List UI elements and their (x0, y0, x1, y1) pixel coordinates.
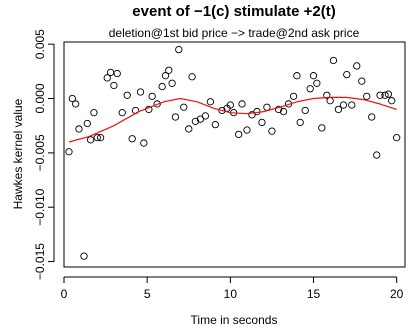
data-point (106, 68, 115, 77)
data-point (318, 124, 326, 132)
smooth-fit-line (68, 96, 397, 143)
data-point (218, 106, 226, 115)
x-tick-label: 5 (144, 287, 151, 301)
y-axis-label: Hawkes kernel value (11, 98, 25, 209)
data-point (86, 136, 95, 144)
data-point (68, 94, 76, 103)
data-point (83, 119, 91, 128)
data-point (274, 105, 283, 114)
data-point (128, 135, 136, 143)
data-point (226, 101, 234, 109)
y-tick-label: −0.015 (33, 243, 47, 280)
y-tick-label: 0.005 (33, 29, 47, 59)
chart-title: event of −1(c) stimulate +2(t) (132, 3, 335, 20)
data-point (384, 90, 393, 98)
data-point (161, 72, 170, 80)
y-tick-label: −0.010 (33, 188, 47, 225)
data-point (196, 115, 205, 123)
data-point (180, 103, 188, 111)
data-point (123, 91, 131, 99)
data-points (65, 45, 401, 260)
data-point (268, 127, 276, 135)
data-point (243, 126, 251, 134)
data-point (363, 92, 371, 100)
data-point (113, 69, 121, 78)
data-point (75, 125, 83, 133)
data-point (96, 134, 105, 142)
y-tick-label: −0.005 (33, 134, 47, 171)
data-point (136, 88, 145, 96)
data-point (158, 82, 166, 91)
data-point (118, 109, 126, 117)
chart-subtitle: deletion@1st bid price −> trade@2nd ask … (109, 26, 360, 40)
data-point (334, 105, 343, 114)
data-point (313, 79, 321, 87)
data-point (148, 92, 156, 100)
data-point (373, 151, 381, 159)
data-point (165, 66, 173, 74)
data-point (279, 107, 288, 116)
data-point (289, 92, 298, 100)
data-point (206, 98, 215, 106)
data-point (306, 85, 314, 93)
data-point (326, 97, 334, 105)
x-tick-label: 0 (61, 287, 68, 301)
data-point (65, 148, 73, 156)
data-point (296, 118, 304, 127)
data-point (93, 134, 101, 142)
data-point (191, 117, 200, 125)
data-point (110, 81, 118, 90)
data-point (339, 101, 348, 109)
y-axis: −0.015 −0.010 −0.005 0.000 0.005 (33, 29, 55, 280)
data-point (185, 125, 193, 133)
data-point (153, 100, 161, 108)
data-point (376, 91, 384, 99)
data-point (188, 73, 196, 81)
data-point (140, 139, 148, 147)
data-point (175, 45, 183, 54)
data-point (238, 100, 246, 108)
data-point (90, 109, 98, 117)
data-point (323, 91, 331, 99)
data-point (171, 113, 180, 121)
data-point (348, 101, 356, 109)
data-point (309, 72, 318, 80)
x-axis-label: Time in seconds (191, 313, 278, 327)
data-point (329, 56, 338, 65)
x-tick-label: 10 (224, 287, 238, 301)
data-point (368, 113, 376, 121)
data-point (388, 97, 396, 105)
data-point (301, 106, 309, 115)
data-point (80, 252, 88, 260)
data-point (263, 103, 271, 111)
data-point (353, 62, 361, 70)
data-point (358, 77, 366, 85)
plot-frame (63, 41, 406, 268)
data-point (235, 130, 243, 139)
data-point (381, 91, 389, 99)
data-point (168, 79, 176, 87)
x-axis: 0 5 10 15 20 (61, 276, 404, 301)
data-point (103, 74, 111, 82)
data-point (71, 100, 80, 108)
y-tick-label: 0.000 (33, 83, 47, 113)
x-tick-label: 20 (390, 287, 404, 301)
x-tick-label: 15 (307, 287, 321, 301)
data-point (201, 112, 210, 120)
data-point (248, 111, 256, 119)
data-point (293, 72, 301, 80)
data-point (393, 134, 401, 142)
data-point (211, 120, 220, 129)
data-point (258, 118, 266, 127)
data-point (343, 70, 351, 79)
